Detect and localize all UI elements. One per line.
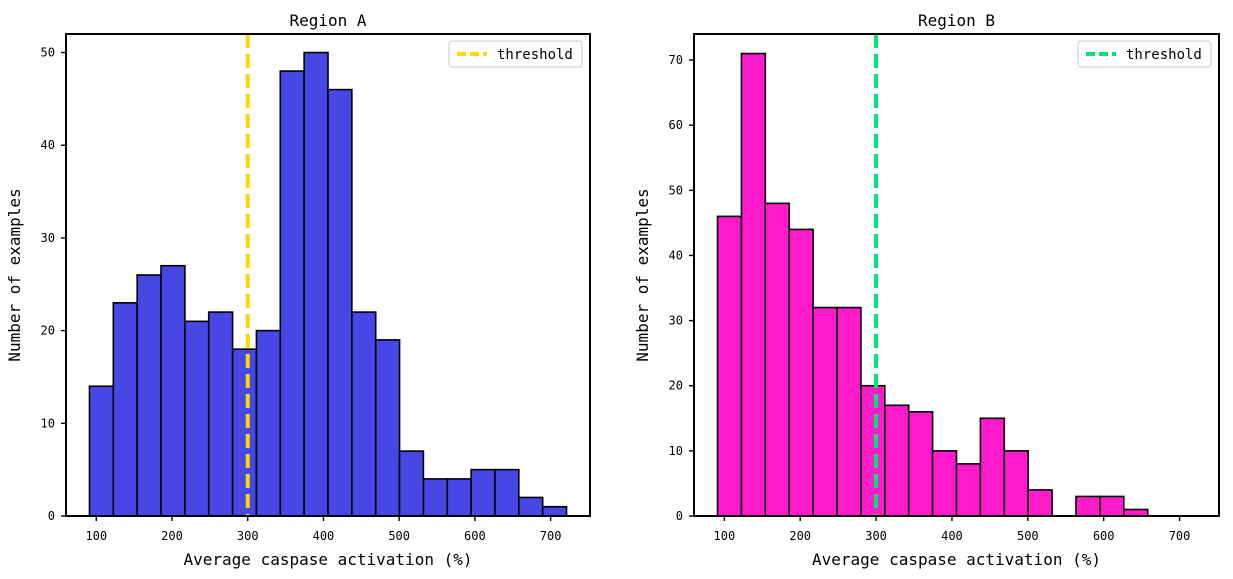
- x-tick-label: 600: [464, 529, 486, 543]
- y-tick-label: 30: [41, 231, 55, 245]
- legend-label: threshold: [497, 47, 573, 63]
- chart-title: Region B: [918, 11, 995, 30]
- y-axis-label: Number of examples: [5, 188, 24, 361]
- legend-box: [448, 40, 583, 68]
- histogram-bar: [518, 496, 544, 517]
- x-tick-label: 200: [161, 529, 183, 543]
- histogram-bar: [541, 505, 568, 517]
- histogram-bar: [764, 202, 791, 517]
- y-tick-label: 20: [669, 379, 683, 393]
- y-tick-label: 50: [41, 46, 55, 60]
- histogram-bar: [979, 417, 1006, 517]
- y-tick-label: 70: [669, 53, 683, 67]
- histogram-bar: [836, 306, 862, 517]
- y-tick-label: 10: [41, 416, 55, 430]
- legend: threshold: [1077, 40, 1212, 68]
- histogram-bar: [398, 450, 425, 517]
- x-tick-label: 600: [1093, 529, 1115, 543]
- legend: threshold: [448, 40, 583, 68]
- x-tick-label: 200: [789, 529, 811, 543]
- y-tick-label: 30: [669, 314, 683, 328]
- histogram-bar: [494, 468, 520, 517]
- x-axis-label: Average caspase activation (%): [184, 550, 473, 569]
- histogram-bar: [422, 478, 449, 517]
- chart-panel-2: 100 200 300 400 500 600 700 0 10 20 30 40 50 60 70 Regi…: [633, 11, 1220, 569]
- x-tick-label: 400: [313, 529, 335, 543]
- histogram-bar: [160, 264, 186, 517]
- histogram-bar: [860, 384, 886, 517]
- legend-box: [1077, 40, 1212, 68]
- axes-frame: [693, 33, 1220, 517]
- x-tick-label: 300: [865, 529, 887, 543]
- histogram-bar: [1003, 450, 1029, 517]
- y-tick-label: 60: [669, 118, 683, 132]
- histogram-bar: [907, 410, 934, 517]
- histogram-bar: [303, 51, 329, 517]
- y-tick-label: 20: [41, 324, 55, 338]
- histogram-bar: [255, 329, 282, 517]
- y-tick-label: 0: [676, 509, 683, 523]
- legend-label: threshold: [1126, 47, 1202, 63]
- x-tick-label: 500: [1017, 529, 1039, 543]
- histogram-bar: [231, 348, 258, 517]
- histogram-bar: [788, 228, 814, 517]
- histogram-bar: [716, 215, 743, 517]
- histogram-bar: [112, 302, 138, 517]
- histogram-bar: [184, 320, 210, 517]
- histogram-bar: [470, 468, 496, 517]
- y-tick-label: 40: [669, 248, 683, 262]
- x-axis-label: Average caspase activation (%): [812, 550, 1101, 569]
- histogram-bar: [884, 404, 910, 517]
- y-axis-label: Number of examples: [633, 188, 652, 361]
- x-tick-label: 700: [1169, 529, 1191, 543]
- histogram-bar: [740, 52, 767, 517]
- histogram-bar: [1099, 495, 1125, 517]
- histogram-bar: [374, 339, 401, 517]
- histogram-bar: [88, 385, 115, 517]
- x-tick-label: 500: [388, 529, 410, 543]
- histogram-bar: [931, 450, 958, 517]
- histogram-bar: [327, 88, 353, 517]
- axes-frame: [65, 33, 591, 517]
- histogram-bar: [351, 311, 377, 517]
- y-tick-label: 40: [41, 138, 55, 152]
- histogram-bar: [207, 311, 234, 517]
- histogram-bar: [446, 478, 472, 517]
- histogram-bar: [812, 306, 838, 517]
- histogram-bar: [279, 70, 305, 517]
- x-tick-label: 400: [941, 529, 963, 543]
- histogram-bar: [955, 463, 982, 517]
- histogram-bar: [1027, 489, 1053, 517]
- x-tick-label: 100: [714, 529, 736, 543]
- chart-panel-1: 100 200 300 400 500 600 700 0 10 20 30 40 50 Region A…: [5, 11, 591, 569]
- y-tick-label: 0: [48, 509, 55, 523]
- x-tick-label: 300: [237, 529, 259, 543]
- x-tick-label: 100: [85, 529, 107, 543]
- y-tick-label: 50: [669, 183, 683, 197]
- x-tick-label: 700: [540, 529, 562, 543]
- histogram-bar: [1075, 495, 1101, 517]
- chart-title: Region A: [289, 11, 366, 30]
- y-tick-label: 10: [669, 444, 683, 458]
- histogram-bar: [136, 274, 162, 517]
